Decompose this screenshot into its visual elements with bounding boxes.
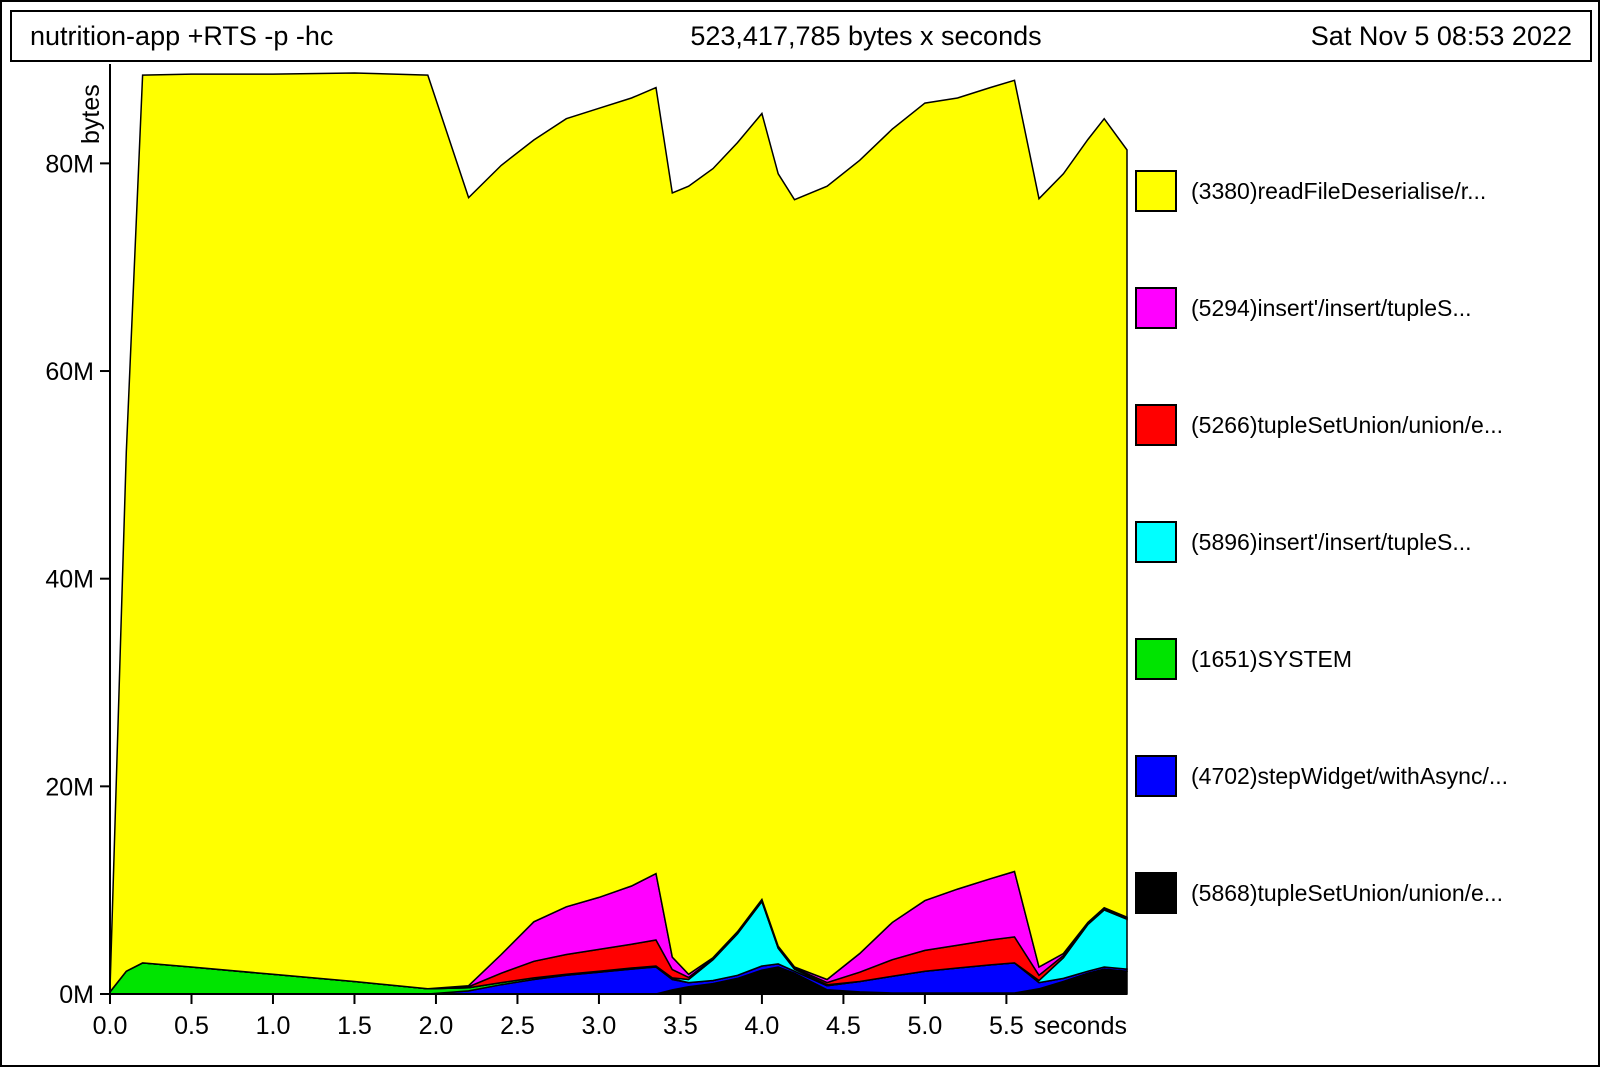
legend: (3380)readFileDeserialise/r... (5294)ins… [1135,170,1595,989]
x-tick-label: 4.0 [745,1012,780,1040]
x-tick-label: 3.5 [663,1012,698,1040]
x-axis-label: seconds [1034,1012,1127,1040]
legend-swatch-cyan [1135,521,1177,563]
x-tick-label: 2.5 [500,1012,535,1040]
area-readFileDeserialise-3380 [109,72,1128,995]
legend-entry-tupleSetUnion-5266: (5266)tupleSetUnion/union/e... [1135,404,1595,446]
legend-label: (3380)readFileDeserialise/r... [1191,177,1487,204]
legend-entry-tupleSetUnion-5868: (5868)tupleSetUnion/union/e... [1135,872,1595,914]
legend-swatch-green [1135,638,1177,680]
legend-swatch-red [1135,404,1177,446]
x-tick-label: 5.5 [989,1012,1024,1040]
x-tick-label: 1.5 [337,1012,372,1040]
x-tick-label: 4.5 [826,1012,861,1040]
legend-entry-readFileDeserialise: (3380)readFileDeserialise/r... [1135,170,1595,212]
y-tick-label: 40M [45,566,94,594]
x-tick-label: 3.0 [582,1012,617,1040]
total-bytes-seconds: 523,417,785 bytes x seconds [690,20,1042,51]
y-tick-label: 0M [59,981,94,1009]
legend-label: (4702)stepWidget/withAsync/... [1191,762,1509,789]
timestamp: Sat Nov 5 08:53 2022 [1310,20,1572,51]
legend-entry-stepWidget: (4702)stepWidget/withAsync/... [1135,755,1595,797]
legend-swatch-magenta [1135,287,1177,329]
title-bar: nutrition-app +RTS -p -hc 523,417,785 by… [10,10,1592,62]
x-tick-label: 0.0 [93,1012,128,1040]
x-tick-label: 0.5 [174,1012,209,1040]
legend-entry-insert-5896: (5896)insert'/insert/tupleS... [1135,521,1595,563]
legend-label: (5868)tupleSetUnion/union/e... [1191,879,1503,906]
y-tick-label: 60M [45,358,94,386]
y-tick-label: 20M [45,773,94,801]
legend-swatch-black [1135,872,1177,914]
x-tick-label: 2.0 [419,1012,454,1040]
legend-label: (1651)SYSTEM [1191,645,1353,672]
y-axis-label: bytes [77,84,105,144]
legend-label: (5896)insert'/insert/tupleS... [1191,528,1472,555]
legend-swatch-yellow [1135,170,1177,212]
legend-entry-insert-5294: (5294)insert'/insert/tupleS... [1135,287,1595,329]
program-title: nutrition-app +RTS -p -hc [30,20,334,51]
x-tick-label: 5.0 [908,1012,943,1040]
legend-entry-system: (1651)SYSTEM [1135,638,1595,680]
legend-swatch-blue [1135,755,1177,797]
legend-label: (5294)insert'/insert/tupleS... [1191,294,1472,321]
x-tick-label: 1.0 [256,1012,291,1040]
legend-label: (5266)tupleSetUnion/union/e... [1191,411,1503,438]
y-tick-label: 80M [45,150,94,178]
